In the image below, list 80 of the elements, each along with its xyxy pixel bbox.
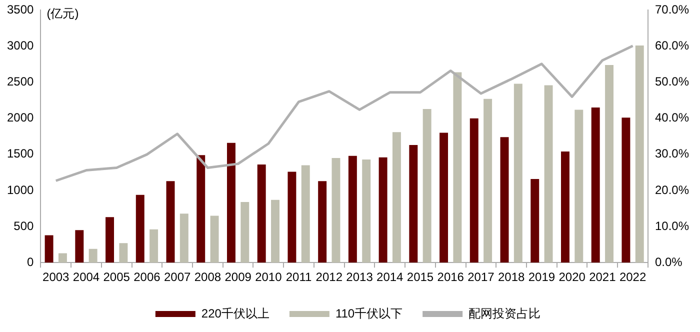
bar: [591, 108, 600, 263]
bar: [622, 118, 630, 263]
bar: [288, 172, 296, 263]
y-tick-label: 500: [14, 218, 34, 233]
bar: [635, 46, 644, 263]
x-tick-label: 2012: [316, 270, 343, 284]
bar: [560, 152, 570, 263]
bar: [88, 248, 98, 263]
x-tick-label: 2011: [286, 270, 312, 284]
bar: [605, 65, 614, 263]
x-tick-label: 2009: [224, 270, 252, 284]
x-tick-label: 2005: [103, 270, 130, 284]
x-tick-label: 2006: [134, 270, 161, 284]
y-tick-label: 2500: [6, 74, 34, 89]
bar: [470, 118, 478, 263]
y-tick-label: 0: [27, 254, 34, 269]
x-tick-label: 2015: [406, 270, 434, 284]
bar: [257, 164, 266, 263]
x-tick-label: 2020: [558, 270, 586, 284]
bar: [530, 178, 540, 263]
bar: [226, 142, 236, 263]
legend-label: 配网投资占比: [468, 306, 541, 320]
bar: [166, 181, 175, 263]
x-tick-label: 2021: [589, 270, 616, 284]
bar: [196, 155, 206, 263]
x-tick-label: 2004: [72, 270, 100, 284]
x-tick-label: 2003: [42, 270, 70, 284]
bar: [136, 194, 144, 263]
y2-tick-label: 60.0%: [654, 38, 690, 53]
bar: [409, 145, 418, 263]
bar: [210, 216, 219, 263]
legend-label: 220千伏以上: [201, 306, 270, 320]
y2-tick-label: 30.0%: [654, 146, 690, 161]
y2-tick-label: 40.0%: [654, 110, 690, 125]
y-tick-label: 3500: [6, 2, 34, 17]
bar: [106, 217, 114, 263]
x-tick-label: 2008: [194, 270, 222, 284]
bar: [514, 84, 522, 263]
y-tick-label: 1500: [6, 146, 34, 161]
bar: [348, 156, 357, 263]
bar: [544, 85, 553, 263]
bar: [271, 200, 280, 263]
legend-label: 110千伏以下: [335, 306, 403, 320]
x-tick-label: 2007: [164, 270, 192, 284]
bar: [44, 235, 54, 263]
x-tick-label: 2013: [346, 270, 374, 284]
y2-tick-label: 70.0%: [654, 2, 690, 17]
y-axis-title: (亿元): [46, 6, 79, 21]
bar: [180, 214, 188, 263]
x-tick-label: 2010: [255, 270, 282, 284]
bar: [453, 72, 462, 263]
bar: [392, 132, 401, 263]
bar: [440, 132, 448, 263]
bar: [500, 137, 509, 263]
y2-tick-label: 50.0%: [654, 74, 690, 89]
x-tick-label: 2014: [376, 270, 404, 284]
bar: [378, 157, 388, 263]
bar: [150, 229, 158, 263]
x-tick-label: 2019: [528, 270, 556, 284]
bar: [422, 108, 432, 263]
x-tick-label: 2017: [468, 270, 495, 284]
y2-tick-label: 20.0%: [654, 182, 690, 197]
bar: [484, 98, 492, 263]
x-tick-label: 2016: [437, 270, 464, 284]
bar: [362, 159, 371, 263]
bar: [119, 243, 128, 263]
y-tick-label: 2000: [6, 110, 34, 125]
bar: [574, 110, 584, 263]
x-tick-label: 2018: [498, 270, 526, 284]
bar: [240, 202, 250, 263]
bar: [58, 253, 67, 263]
y-tick-label: 3000: [6, 38, 34, 53]
x-tick-label: 2022: [619, 270, 646, 284]
bar: [301, 165, 310, 263]
y2-tick-label: 10.0%: [654, 218, 690, 233]
bar: [318, 181, 327, 263]
bar: [332, 158, 340, 263]
y-tick-label: 1000: [6, 182, 34, 197]
y2-tick-label: 0.0%: [654, 254, 683, 269]
bar: [75, 230, 84, 263]
